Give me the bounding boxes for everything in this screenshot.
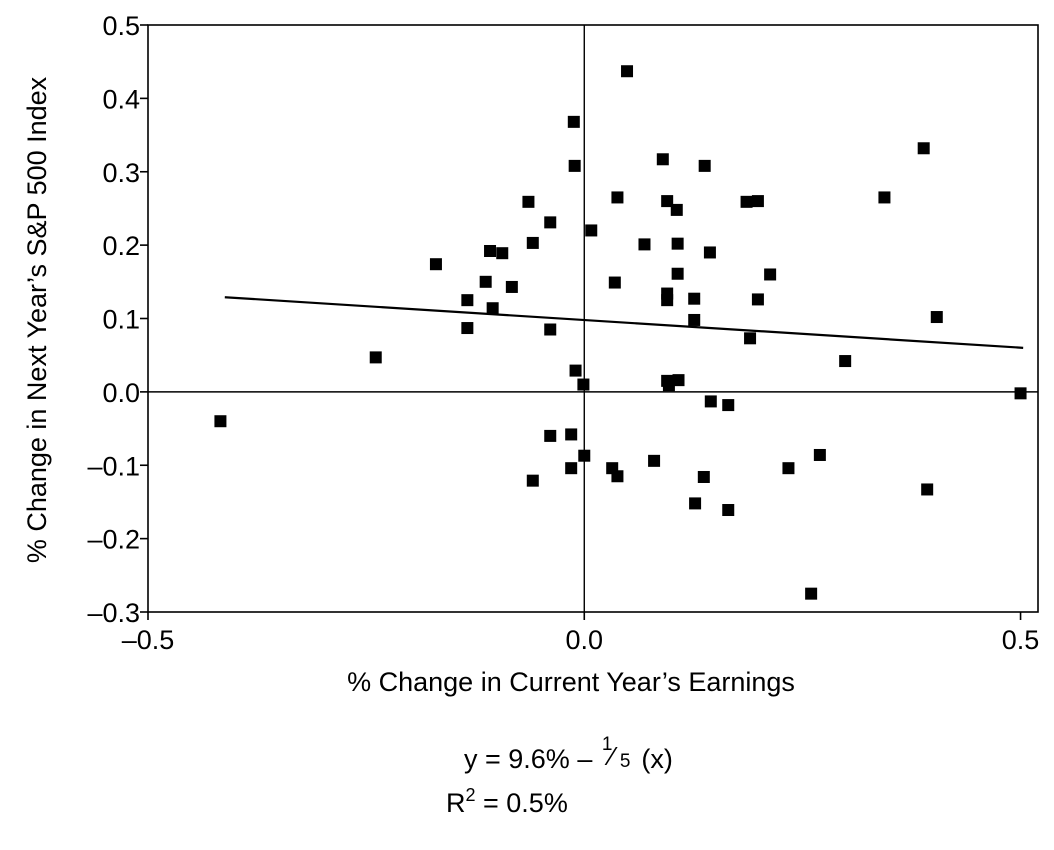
data-point-19 bbox=[565, 428, 578, 441]
data-point-6 bbox=[484, 244, 497, 257]
tick-marks bbox=[140, 24, 1022, 620]
data-point-5 bbox=[479, 275, 492, 288]
r2-suffix: = 0.5% bbox=[475, 788, 568, 818]
x-axis-title: % Change in Current Year’s Earnings bbox=[347, 667, 795, 697]
regression-equation: y = 9.6% – 1 ⁄ 5 (x) bbox=[464, 734, 673, 775]
y-tick-label-7: –0.2 bbox=[87, 525, 140, 555]
data-point-55 bbox=[782, 462, 795, 475]
y-tick-label-4: 0.1 bbox=[102, 305, 140, 335]
y-tick-label-0: 0.5 bbox=[102, 11, 140, 41]
axes bbox=[147, 24, 1039, 613]
data-point-38 bbox=[671, 237, 684, 250]
data-point-30 bbox=[648, 454, 661, 467]
data-point-54 bbox=[764, 268, 777, 281]
data-point-29 bbox=[638, 238, 651, 251]
data-point-22 bbox=[578, 449, 591, 462]
data-point-27 bbox=[611, 470, 624, 483]
data-point-11 bbox=[526, 236, 539, 249]
x-tick-label-0: –0.5 bbox=[122, 625, 175, 655]
data-point-60 bbox=[917, 142, 930, 155]
data-point-47 bbox=[704, 395, 717, 408]
data-point-53 bbox=[751, 293, 764, 306]
data-point-42 bbox=[688, 313, 701, 326]
r-squared-label: R2 = 0.5% bbox=[446, 785, 568, 819]
data-point-23 bbox=[585, 224, 598, 237]
data-point-28 bbox=[621, 65, 634, 78]
data-point-45 bbox=[697, 470, 710, 483]
data-point-20 bbox=[565, 462, 578, 475]
y-tick-label-8: –0.3 bbox=[87, 598, 140, 628]
data-point-15 bbox=[544, 429, 557, 442]
y-tick-label-1: 0.4 bbox=[102, 84, 140, 114]
r2-exponent: 2 bbox=[465, 785, 476, 805]
data-point-41 bbox=[688, 292, 701, 305]
x-tick-label-2: 0.5 bbox=[1002, 625, 1040, 655]
data-point-2 bbox=[429, 258, 442, 271]
r2-prefix: R bbox=[446, 788, 466, 818]
data-point-37 bbox=[670, 203, 683, 216]
regression-line bbox=[224, 296, 1024, 349]
data-point-63 bbox=[1014, 387, 1027, 400]
data-point-32 bbox=[661, 195, 674, 208]
data-point-12 bbox=[526, 474, 539, 487]
data-point-43 bbox=[689, 497, 702, 510]
data-point-62 bbox=[930, 311, 943, 324]
data-point-52 bbox=[751, 195, 764, 208]
y-tick-label-6: –0.1 bbox=[87, 451, 140, 481]
y-tick-label-5: 0.0 bbox=[102, 378, 140, 408]
data-point-1 bbox=[369, 351, 382, 364]
data-point-58 bbox=[839, 355, 852, 368]
data-point-4 bbox=[461, 322, 474, 335]
data-point-51 bbox=[744, 332, 757, 345]
data-points bbox=[214, 65, 1027, 600]
y-tick-label-2: 0.3 bbox=[102, 158, 140, 188]
data-point-0 bbox=[214, 415, 227, 428]
data-point-10 bbox=[522, 195, 535, 208]
data-point-44 bbox=[698, 159, 711, 172]
y-axis-title: % Change in Next Year’s S&P 500 Index bbox=[22, 76, 52, 563]
data-point-9 bbox=[505, 280, 518, 293]
data-point-61 bbox=[921, 483, 934, 496]
data-point-40 bbox=[672, 374, 685, 387]
data-point-50 bbox=[740, 195, 753, 208]
data-point-13 bbox=[544, 216, 557, 229]
data-point-16 bbox=[567, 115, 580, 128]
fraction-numerator: 1 bbox=[601, 734, 613, 755]
data-point-36 bbox=[662, 379, 675, 392]
data-point-46 bbox=[703, 246, 716, 259]
data-point-18 bbox=[569, 364, 582, 377]
data-point-26 bbox=[611, 191, 624, 204]
data-point-31 bbox=[656, 153, 669, 166]
equation-prefix: y = 9.6% – bbox=[464, 744, 600, 774]
tick-labels: 0.5 0.4 0.3 0.2 0.1 0.0 –0.1 –0.2 –0.3–0.5 0.0 0.5 bbox=[87, 11, 1039, 655]
fraction-denominator: 5 bbox=[619, 751, 631, 772]
data-point-39 bbox=[671, 267, 684, 280]
data-point-57 bbox=[805, 587, 818, 600]
x-tick-label-1: 0.0 bbox=[566, 625, 604, 655]
plot-frame bbox=[147, 24, 1039, 613]
data-point-49 bbox=[722, 399, 735, 412]
data-point-21 bbox=[577, 378, 590, 391]
data-point-56 bbox=[813, 448, 826, 461]
data-point-59 bbox=[878, 191, 891, 204]
equation-suffix: (x) bbox=[633, 744, 673, 774]
data-point-25 bbox=[608, 276, 621, 289]
data-point-48 bbox=[722, 504, 735, 517]
data-point-7 bbox=[486, 302, 499, 315]
fraction-slash: ⁄ bbox=[609, 741, 615, 771]
data-point-3 bbox=[461, 294, 474, 307]
data-point-14 bbox=[544, 323, 557, 336]
slope-fraction: 1 ⁄ 5 bbox=[600, 734, 634, 772]
y-tick-label-3: 0.2 bbox=[102, 231, 140, 261]
data-point-34 bbox=[661, 294, 674, 307]
data-point-8 bbox=[496, 247, 509, 260]
data-point-17 bbox=[568, 159, 581, 172]
